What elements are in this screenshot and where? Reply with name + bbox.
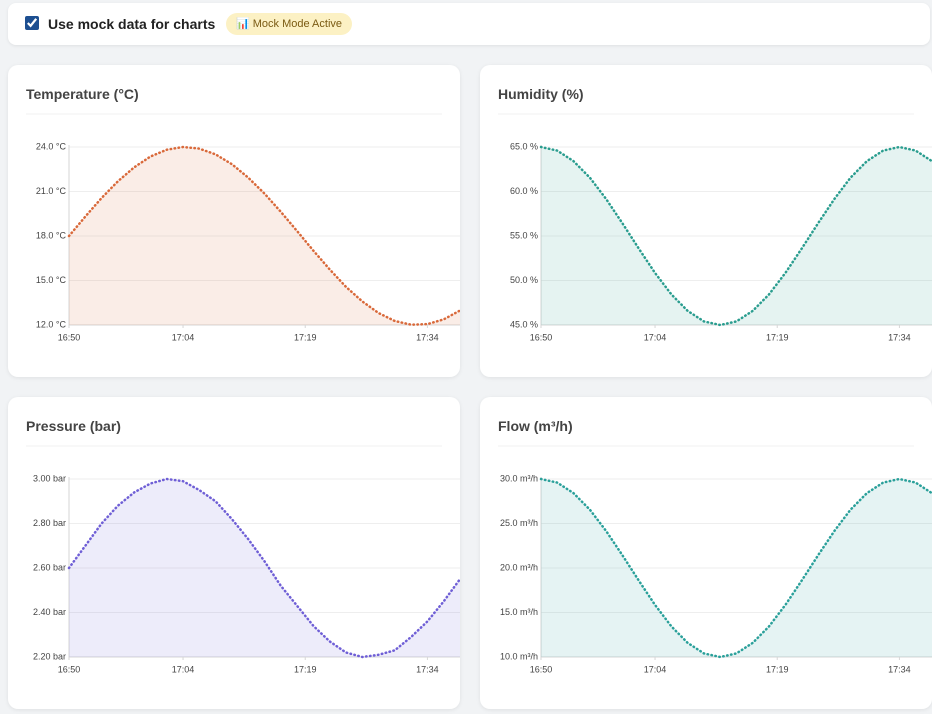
x-tick-label: 17:04: [172, 664, 195, 674]
x-tick-label: 17:34: [416, 664, 439, 674]
y-tick-label: 25.0 m³/h: [500, 518, 538, 528]
chart-card: Flow (m³/h) 10.0 m³/h15.0 m³/h20.0 m³/h2…: [480, 397, 932, 709]
y-tick-label: 15.0 °C: [36, 275, 67, 285]
toolbar: Use mock data for charts 📊 Mock Mode Act…: [8, 3, 930, 45]
chart-card: Pressure (bar) 2.20 bar2.40 bar2.60 bar2…: [8, 397, 460, 709]
y-tick-label: 2.20 bar: [33, 651, 66, 661]
chart-card: Temperature (°C) 12.0 °C15.0 °C18.0 °C21…: [8, 65, 460, 377]
y-tick-label: 20.0 m³/h: [500, 562, 538, 572]
checkbox-label[interactable]: Use mock data for charts: [48, 16, 215, 32]
chart: 45.0 % 50.0 % 55.0 % 60.0 % 65.0 % 16:50 17:04…: [480, 65, 932, 377]
x-tick-label: 16:50: [530, 332, 553, 342]
y-tick-label: 45.0 %: [510, 319, 538, 329]
y-tick-label: 10.0 m³/h: [500, 651, 538, 661]
x-tick-label: 17:34: [888, 664, 911, 674]
y-tick-label: 21.0 °C: [36, 186, 67, 196]
chart: 2.20 bar 2.40 bar 2.60 bar 2.80 bar 3.00 bar…: [8, 397, 460, 709]
x-tick-label: 16:50: [58, 332, 81, 342]
y-tick-label: 65.0 %: [510, 141, 538, 151]
y-tick-label: 60.0 %: [510, 186, 538, 196]
x-tick-label: 17:04: [644, 332, 667, 342]
y-tick-label: 30.0 m³/h: [500, 473, 538, 483]
chart: 12.0 °C 15.0 °C 18.0 °C 21.0 °C 24.0 °C 16:50…: [8, 65, 460, 377]
y-tick-label: 2.40 bar: [33, 607, 66, 617]
y-tick-label: 2.60 bar: [33, 562, 66, 572]
x-tick-label: 17:19: [766, 332, 789, 342]
y-tick-label: 3.00 bar: [33, 473, 66, 483]
x-tick-label: 17:34: [888, 332, 911, 342]
mode-badge: 📊 Mock Mode Active: [226, 13, 352, 35]
x-tick-label: 17:19: [294, 664, 317, 674]
y-tick-label: 12.0 °C: [36, 319, 67, 329]
y-tick-label: 24.0 °C: [36, 141, 67, 151]
y-tick-label: 18.0 °C: [36, 230, 67, 240]
x-tick-label: 17:34: [416, 332, 439, 342]
y-tick-label: 2.80 bar: [33, 518, 66, 528]
mock-checkbox[interactable]: [25, 16, 39, 30]
x-tick-label: 17:19: [766, 664, 789, 674]
x-tick-label: 16:50: [58, 664, 81, 674]
x-tick-label: 17:04: [644, 664, 667, 674]
y-tick-label: 50.0 %: [510, 275, 538, 285]
chart: 10.0 m³/h 15.0 m³/h 20.0 m³/h 25.0 m³/h 30.0…: [480, 397, 932, 709]
y-tick-label: 15.0 m³/h: [500, 607, 538, 617]
x-tick-label: 17:19: [294, 332, 317, 342]
x-tick-label: 17:04: [172, 332, 195, 342]
y-tick-label: 55.0 %: [510, 230, 538, 240]
chart-card: Humidity (%) 45.0 %50.0 %55.0 %60.0 %65.…: [480, 65, 932, 377]
x-tick-label: 16:50: [530, 664, 553, 674]
